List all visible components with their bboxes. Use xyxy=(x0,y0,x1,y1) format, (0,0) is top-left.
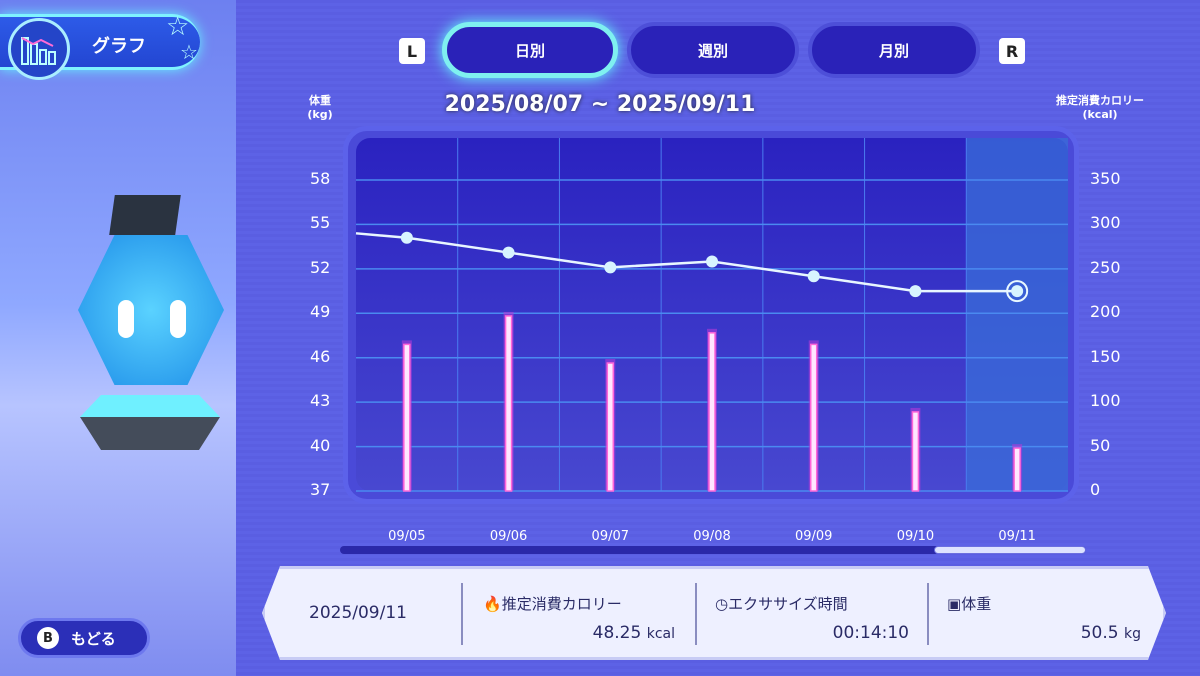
weight-line xyxy=(355,232,1018,293)
chart-scrollbar-thumb[interactable] xyxy=(934,546,1086,554)
divider xyxy=(927,583,929,645)
flame-icon: 🔥 xyxy=(483,595,502,613)
left-axis-title: 体重 (kg) xyxy=(307,94,333,121)
left-tick-label: 46 xyxy=(310,346,331,366)
tab-weekly[interactable]: 週別 xyxy=(627,22,799,78)
calorie-bar xyxy=(1013,447,1021,492)
calories-label: 🔥推定消費カロリー xyxy=(483,595,622,613)
r-button-icon[interactable]: R xyxy=(999,38,1025,64)
right-tick-label: 0 xyxy=(1090,480,1101,499)
character-pedestal xyxy=(80,395,220,450)
left-tick-label: 37 xyxy=(310,480,331,499)
right-tick-label: 50 xyxy=(1090,435,1111,455)
divider xyxy=(695,583,697,645)
selected-column xyxy=(966,138,1068,491)
right-tick-label: 300 xyxy=(1090,213,1121,233)
star-icon: ☆ xyxy=(166,12,190,42)
calories-value: 48.25 kcal xyxy=(592,623,675,643)
weight-point xyxy=(400,231,413,244)
calorie-bar xyxy=(708,332,716,492)
left-tick-label: 40 xyxy=(310,435,331,455)
calorie-bar xyxy=(606,362,615,492)
weight-point xyxy=(604,261,617,274)
right-tick-label: 100 xyxy=(1090,391,1121,411)
date-range: 2025/08/07 ~ 2025/09/11 xyxy=(444,92,756,117)
right-tick-label: 250 xyxy=(1090,257,1121,277)
x-tick-label: 09/07 xyxy=(591,529,630,544)
l-button-icon[interactable]: L xyxy=(399,38,425,64)
tab-monthly[interactable]: 月別 xyxy=(808,22,980,78)
exercise-time-value: 00:14:10 xyxy=(832,623,909,643)
calorie-bar xyxy=(809,343,818,492)
x-tick-label: 09/08 xyxy=(693,529,731,544)
chart-scrollbar[interactable] xyxy=(340,546,1086,554)
character-eye xyxy=(170,300,186,338)
b-button-icon: B xyxy=(37,627,59,649)
detail-date: 2025/09/11 xyxy=(309,603,407,623)
tab-daily[interactable]: 日別 xyxy=(442,22,618,78)
weight-point xyxy=(909,285,922,298)
right-tick-label: 350 xyxy=(1090,169,1121,188)
weight-label: ▣体重 xyxy=(947,595,992,613)
divider xyxy=(461,583,463,645)
left-tick-label: 52 xyxy=(310,257,331,277)
screen-title: グラフ xyxy=(92,36,146,57)
x-tick-label: 09/10 xyxy=(896,529,935,544)
x-tick-label: 09/06 xyxy=(489,529,528,544)
weight-point xyxy=(807,270,820,283)
left-tick-label: 58 xyxy=(310,169,331,188)
clock-icon: ◷ xyxy=(715,595,729,613)
left-tick-label: 43 xyxy=(310,391,331,411)
graph-icon xyxy=(8,18,70,80)
weight-value: 50.5 kg xyxy=(1080,623,1141,643)
right-axis-title: 推定消費カロリー (kcal) xyxy=(1056,94,1144,121)
calorie-bar xyxy=(403,343,411,492)
detail-panel: 2025/09/11 🔥推定消費カロリー 48.25 kcal ◷エクササイズ時… xyxy=(262,566,1166,660)
right-tick-label: 150 xyxy=(1090,346,1121,366)
back-button[interactable]: B もどる xyxy=(18,618,150,658)
weight-point xyxy=(502,246,515,259)
right-tick-label: 200 xyxy=(1090,302,1121,322)
calorie-bar xyxy=(504,315,513,492)
weight-point xyxy=(1011,285,1024,298)
left-tick-label: 49 xyxy=(310,302,331,322)
x-tick-label: 09/05 xyxy=(388,529,426,544)
x-tick-label: 09/09 xyxy=(794,529,833,544)
weight-point xyxy=(706,255,718,268)
calorie-bar xyxy=(911,411,920,492)
left-tick-label: 55 xyxy=(310,213,331,233)
exercise-time-label: ◷エクササイズ時間 xyxy=(715,595,848,613)
scale-icon: ▣ xyxy=(947,595,962,613)
star-icon: ☆ xyxy=(180,40,198,64)
character-eye xyxy=(118,300,134,338)
selected-point-ring xyxy=(1006,280,1029,303)
x-tick-label: 09/11 xyxy=(998,529,1036,544)
